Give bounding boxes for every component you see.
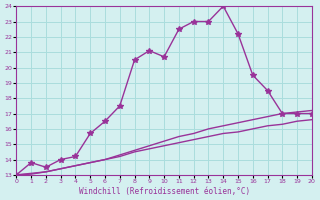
- X-axis label: Windchill (Refroidissement éolien,°C): Windchill (Refroidissement éolien,°C): [78, 187, 250, 196]
